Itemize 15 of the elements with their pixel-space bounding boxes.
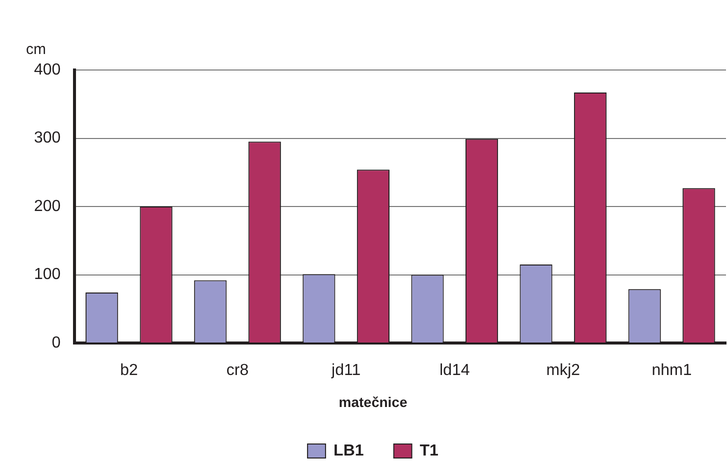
y-tick-label: 300 [34, 130, 61, 147]
y-axis-title: cm [26, 41, 46, 58]
legend-label: T1 [420, 442, 439, 460]
legend-title: matečnice [338, 394, 408, 410]
y-tick-label: 200 [34, 198, 61, 215]
x-tick-label: ld14 [440, 362, 470, 380]
y-tick-label: 400 [34, 61, 61, 78]
x-tick-label: cr8 [226, 362, 249, 380]
x-tick-label: mkj2 [546, 362, 580, 380]
y-tick-label: 0 [52, 334, 61, 352]
x-tick-label: jd11 [330, 362, 361, 380]
y-tick-label: 100 [34, 266, 61, 284]
legend-label: LB1 [334, 442, 364, 460]
x-tick-label: nhm1 [652, 362, 692, 380]
x-tick-label: b2 [120, 362, 138, 380]
